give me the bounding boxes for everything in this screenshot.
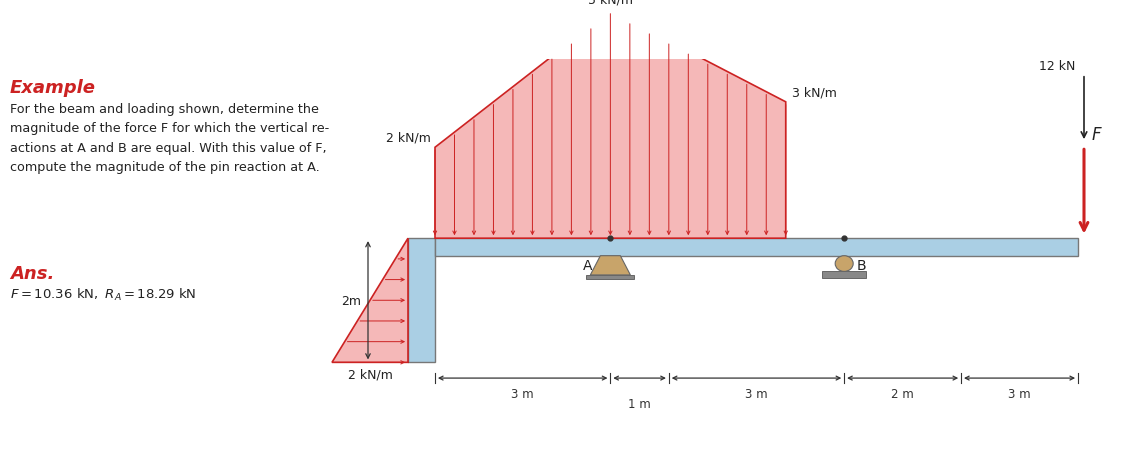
Text: F: F xyxy=(1092,126,1101,144)
Text: 3 kN/m: 3 kN/m xyxy=(792,86,837,99)
Text: 2 kN/m: 2 kN/m xyxy=(386,131,431,145)
Text: 12 kN: 12 kN xyxy=(1040,60,1076,73)
Polygon shape xyxy=(332,238,408,363)
Text: $F = 10.36\ \mathrm{kN},\ R_A = 18.29\ \mathrm{kN}$: $F = 10.36\ \mathrm{kN},\ R_A = 18.29\ \… xyxy=(10,286,197,302)
Polygon shape xyxy=(591,256,630,275)
Text: 3 m: 3 m xyxy=(1008,387,1030,400)
Text: 2 m: 2 m xyxy=(891,387,914,400)
Bar xyxy=(822,272,866,278)
Text: Example: Example xyxy=(10,79,96,97)
Text: A: A xyxy=(583,259,593,273)
Polygon shape xyxy=(435,12,785,238)
Text: 2 kN/m: 2 kN/m xyxy=(348,368,393,381)
Bar xyxy=(435,238,1078,256)
Bar xyxy=(408,238,435,363)
Text: For the beam and loading shown, determine the
magnitude of the force F for which: For the beam and loading shown, determin… xyxy=(10,103,330,174)
Text: 3 m: 3 m xyxy=(745,387,767,400)
Text: 2m: 2m xyxy=(341,294,361,307)
Text: 3 m: 3 m xyxy=(512,387,534,400)
Text: 5 kN/m: 5 kN/m xyxy=(588,0,633,7)
Text: Ans.: Ans. xyxy=(10,265,54,283)
Text: B: B xyxy=(856,259,866,273)
Bar xyxy=(586,275,634,280)
Circle shape xyxy=(835,256,853,272)
Text: 1 m: 1 m xyxy=(628,397,651,410)
